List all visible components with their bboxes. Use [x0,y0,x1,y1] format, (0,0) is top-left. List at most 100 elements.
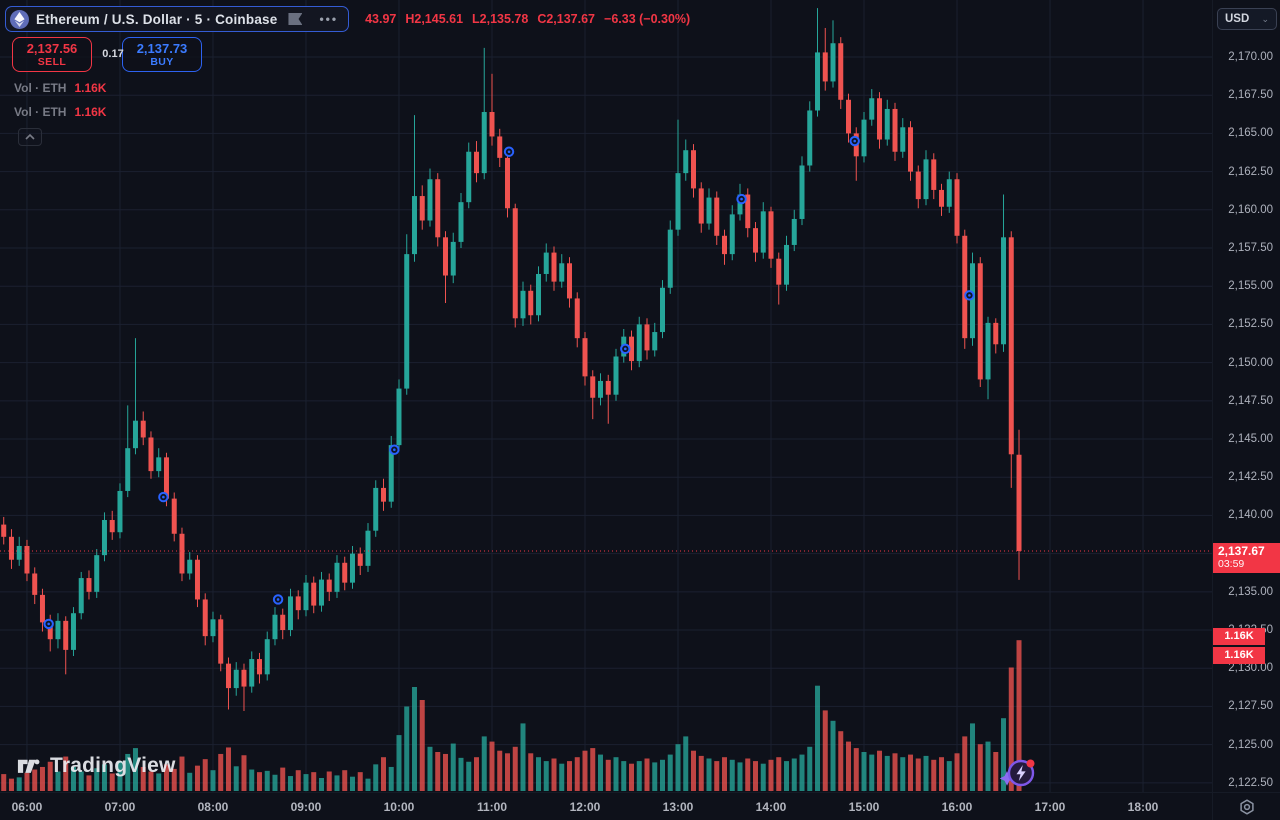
volume-bar [280,767,286,791]
candle-body [202,599,208,637]
volume-indicator-legend-2[interactable]: Vol · ETH 1.16K [14,105,106,119]
volume-bar [799,754,805,791]
volume-bar [349,776,355,791]
volume-bar [830,720,836,791]
price-axis[interactable]: USD ⌄ 2,170.00 2,167.50 2,165.00 2,162.50 2,… [1212,0,1280,792]
candle-body [667,229,673,288]
trade-marker-dot [162,495,165,499]
volume-bar [528,753,534,791]
price-axis-label: 2,130.00 [1228,662,1273,675]
candle-body [660,287,666,333]
volume-bar [520,723,526,791]
volume-indicator-legend-1[interactable]: Vol · ETH 1.16K [14,81,106,95]
price-axis-label: 2,170.00 [1228,50,1273,63]
candle-body [94,555,100,592]
candle-body [892,108,898,152]
volume-bar [16,777,22,791]
ohlc-change: −6.33 (−0.30%) [604,12,691,26]
candle-body [442,237,448,276]
candle-body [101,520,107,556]
volume-bar [551,758,557,791]
volume-bar [784,761,790,791]
symbol-pill[interactable]: Ethereum / U.S. Dollar · 5 · Coinbase ••… [5,6,350,32]
volume-bar [311,772,317,791]
ohlc-legend: 43.97 H2,145.61 L2,135.78 C2,137.67 −6.3… [365,12,690,26]
candle-body [132,420,138,449]
trade-marker-dot [968,294,971,297]
candle-body [334,562,340,592]
volume-bar [822,710,828,791]
candle-body [528,290,534,316]
volume-bar [597,754,603,791]
spread-value: 0.17 [102,48,124,60]
price-axis-label: 2,142.50 [1228,471,1273,484]
time-axis-label: 16:00 [941,800,973,814]
spark-icon[interactable] [999,755,1038,791]
candle-body [652,332,658,351]
candle-body [838,43,844,100]
candle-body [931,159,937,190]
candle-body [396,388,402,446]
volume-bar [264,770,270,791]
candle-body [582,338,588,377]
volume-bar [543,761,549,791]
indicator-label: Vol · ETH [14,81,67,95]
collapse-legend-button[interactable] [18,128,42,146]
volume-bar [272,774,278,791]
volume-bar [63,756,69,791]
volume-bar [590,748,596,791]
candle-body [791,218,797,245]
candle-body [962,235,968,339]
candle-body [566,263,572,299]
time-axis-label: 13:00 [662,800,694,814]
candle-body [737,194,743,215]
candle-body [520,290,526,319]
volume-bar [342,770,348,791]
volume-bar [675,744,681,791]
time-axis-label: 12:00 [569,800,601,814]
candle-body [373,487,379,531]
volume-bar [380,757,386,791]
volume-bar [760,763,766,791]
volume-bar [768,759,774,791]
axis-settings-corner[interactable] [1212,792,1280,820]
candle-body [753,228,759,253]
price-axis-label: 2,135.00 [1228,585,1273,598]
currency-dropdown[interactable]: USD ⌄ [1217,8,1277,30]
candle-body [1016,454,1022,552]
buy-button[interactable]: 2,137.73 BUY [122,37,202,72]
candle-body [264,639,270,675]
volume-bar [233,766,239,791]
candle-body [357,553,363,566]
volume-bar [628,763,634,791]
candle-body [117,490,123,533]
gear-icon [1239,798,1254,815]
volume-bar [334,775,340,791]
candle-body [32,573,38,595]
candle-body [55,620,61,640]
candle-body [807,110,813,166]
volume-bar [497,750,503,791]
ohlc-low: L2,135.78 [472,12,529,26]
volume-bar [559,763,565,791]
volume-bar [218,753,224,791]
flag-icon[interactable] [288,13,303,25]
candle-body [280,614,286,631]
candlestick-volume-plot[interactable] [0,0,1212,792]
chart-canvas[interactable]: Ethereum / U.S. Dollar · 5 · Coinbase ••… [0,0,1212,792]
price-axis-label: 2,162.50 [1228,165,1273,178]
candle-body [489,112,495,137]
volume-bar [776,757,782,791]
time-axis[interactable]: 06:00 07:00 08:00 09:00 10:00 11:00 12:00 13:00… [0,792,1212,820]
more-options-icon[interactable]: ••• [319,12,339,26]
candle-body [574,298,580,339]
candle-body [644,324,650,351]
candle-body [760,211,766,253]
candle-body [272,614,278,640]
candle-body [148,437,154,472]
volume-bar [39,766,45,791]
sell-button[interactable]: 2,137.56 SELL [12,37,92,72]
candle-body [722,235,728,255]
price-axis-label: 2,147.50 [1228,394,1273,407]
